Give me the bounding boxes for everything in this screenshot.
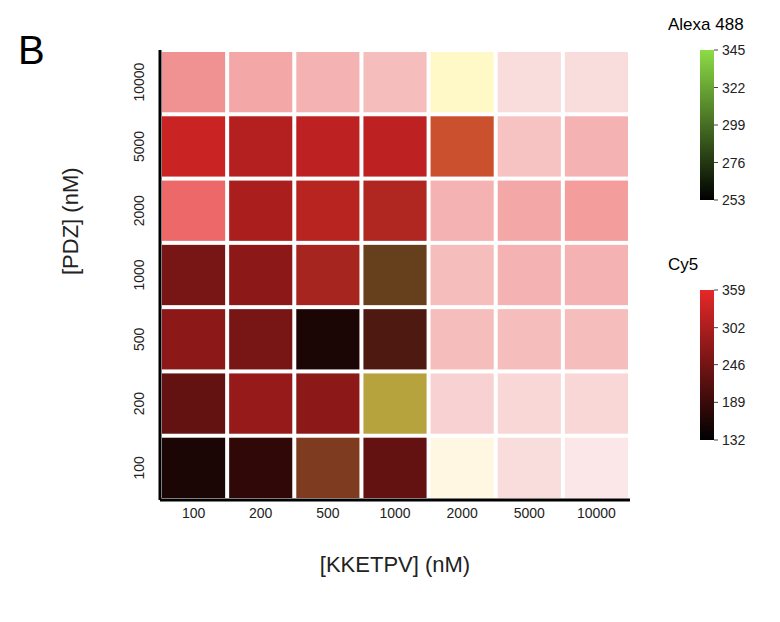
svg-text:100: 100: [131, 456, 147, 480]
svg-text:253: 253: [722, 192, 746, 208]
svg-text:200: 200: [249, 505, 273, 521]
svg-text:500: 500: [131, 327, 147, 351]
svg-text:Alexa 488: Alexa 488: [668, 15, 744, 34]
svg-text:345: 345: [722, 42, 746, 58]
svg-text:10000: 10000: [577, 505, 616, 521]
svg-text:5000: 5000: [131, 131, 147, 162]
svg-text:276: 276: [722, 155, 746, 171]
svg-text:1000: 1000: [131, 259, 147, 290]
html-text:B: B: [18, 28, 45, 72]
svg-text:132: 132: [722, 432, 746, 448]
svg-text:500: 500: [316, 505, 340, 521]
svg-text:1000: 1000: [379, 505, 410, 521]
svg-text:2000: 2000: [447, 505, 478, 521]
svg-text:322: 322: [722, 80, 746, 96]
svg-text:189: 189: [722, 394, 746, 410]
svg-text:2000: 2000: [131, 195, 147, 226]
svg-text:5000: 5000: [514, 505, 545, 521]
svg-text:[PDZ] (nM): [PDZ] (nM): [58, 167, 83, 275]
svg-text:100: 100: [182, 505, 206, 521]
svg-text:299: 299: [722, 117, 746, 133]
svg-text:200: 200: [131, 392, 147, 416]
svg-text:302: 302: [722, 320, 746, 336]
svg-text:[KKETPV] (nM): [KKETPV] (nM): [320, 552, 470, 577]
svg-text:10000: 10000: [131, 62, 147, 101]
svg-text:359: 359: [722, 282, 746, 298]
svg-text:246: 246: [722, 357, 746, 373]
svg-text:Cy5: Cy5: [668, 255, 698, 274]
